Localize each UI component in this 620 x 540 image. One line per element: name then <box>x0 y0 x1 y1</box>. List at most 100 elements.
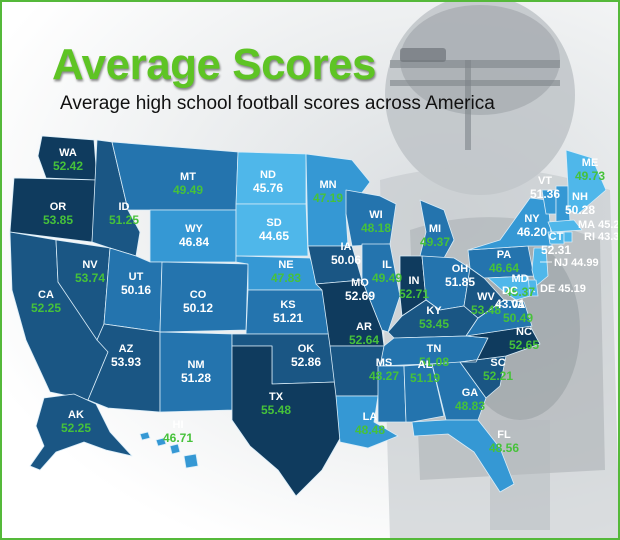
state-ak[interactable] <box>29 393 133 471</box>
state-abbr: WA <box>59 147 77 159</box>
state-value: 45.76 <box>253 181 283 195</box>
state-value: 46.64 <box>489 261 519 275</box>
state-abbr: ND <box>260 169 276 181</box>
state-abbr: ME <box>582 157 599 169</box>
state-value: 50.49 <box>503 311 533 325</box>
state-abbr: KS <box>280 299 295 311</box>
state-ma[interactable] <box>547 219 583 233</box>
state-abbr: AL <box>418 359 433 371</box>
state-abbr: IA <box>341 241 352 253</box>
state-value: 49.49 <box>173 183 203 197</box>
state-tx[interactable] <box>231 345 347 497</box>
state-value: 50.06 <box>331 253 361 267</box>
state-abbr: LA <box>363 411 378 423</box>
state-abbr: DC <box>502 285 518 297</box>
state-me[interactable] <box>565 149 607 215</box>
state-abbr: VA <box>511 299 526 311</box>
state-md[interactable] <box>487 275 531 301</box>
state-abbr: IN <box>409 275 420 287</box>
leader-lines <box>531 261 552 293</box>
state-abbr: AK <box>68 409 84 421</box>
state-value: 53.48 <box>471 303 501 317</box>
state-abbr: NE <box>278 259 293 271</box>
state-value: 44.65 <box>259 229 289 243</box>
state-abbr: MI <box>429 223 441 235</box>
state-abbr: MS <box>376 357 393 369</box>
state-value: 53.85 <box>43 213 73 227</box>
state-value: 48.18 <box>361 221 391 235</box>
state-nc[interactable] <box>459 325 541 363</box>
state-al[interactable] <box>403 363 445 423</box>
state-value: 51.85 <box>445 275 475 289</box>
state-value: 52.71 <box>399 287 429 301</box>
state-nj[interactable] <box>531 247 549 287</box>
state-value: 52.64 <box>349 333 379 347</box>
state-fl[interactable] <box>411 419 515 493</box>
state-value: 52.25 <box>61 421 91 435</box>
state-wv[interactable] <box>463 267 505 319</box>
state-abbr: PA <box>497 249 512 261</box>
state-value: 48.48 <box>355 423 385 437</box>
state-abbr: NH <box>572 191 588 203</box>
state-value: 45.19 <box>558 283 586 295</box>
state-sd[interactable] <box>235 203 309 257</box>
state-abbr: OK <box>298 343 315 355</box>
state-abbr: NY <box>524 213 540 225</box>
state-pa[interactable] <box>467 245 535 279</box>
state-abbr: OR <box>50 201 67 213</box>
state-az[interactable] <box>87 323 161 413</box>
state-abbr: HI <box>173 419 184 431</box>
state-value: 43.34 <box>598 231 620 243</box>
state-value: 52.25 <box>31 301 61 315</box>
state-value: 46.71 <box>163 431 193 445</box>
state-value: 45.20 <box>598 219 620 231</box>
state-ga[interactable] <box>431 361 487 421</box>
state-abbr: AR <box>356 321 372 333</box>
page-title: Average Scores <box>52 40 377 89</box>
state-value: 45.37 <box>505 285 535 299</box>
state-abbr: SD <box>266 217 281 229</box>
state-value: 51.08 <box>419 355 449 369</box>
state-hi[interactable] <box>139 431 199 469</box>
state-ri[interactable] <box>563 231 573 243</box>
state-value: 47.19 <box>313 191 343 205</box>
state-abbr: MN <box>319 179 336 191</box>
state-label-de: DE 45.19 <box>540 283 586 295</box>
state-value: 51.28 <box>181 371 211 385</box>
state-abbr: CT <box>549 231 564 243</box>
state-value: 50.12 <box>183 301 213 315</box>
state-abbr: AZ <box>119 343 134 355</box>
state-value: 50.28 <box>565 203 595 217</box>
state-abbr: MT <box>180 171 196 183</box>
state-ct[interactable] <box>547 231 565 245</box>
